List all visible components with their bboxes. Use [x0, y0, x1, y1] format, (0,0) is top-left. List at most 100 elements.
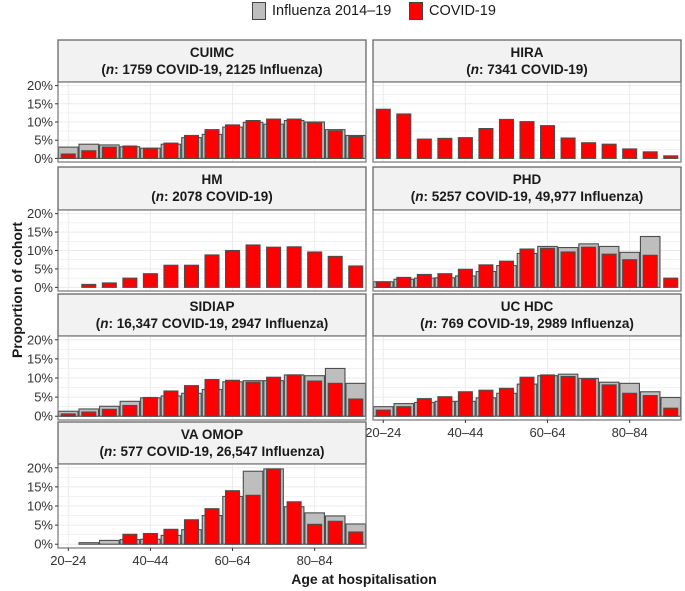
panel-strip: [57, 421, 367, 465]
bar-covid: [437, 137, 453, 159]
bar-covid: [163, 264, 179, 288]
panel-sidiap: SIDIAP (n: 16,347 COVID-19, 2947 Influenz…: [27, 293, 367, 424]
y-tick-label: 0%: [34, 409, 53, 424]
bar-covid: [245, 381, 261, 417]
panel-title: HM: [202, 172, 223, 187]
panel-subtitle: (n: 1759 COVID-19, 2125 Influenza): [101, 62, 322, 77]
bar-covid: [286, 246, 302, 288]
legend-swatch-influenza: [252, 2, 266, 20]
bar-covid: [183, 519, 199, 545]
bar-covid: [581, 378, 597, 417]
bar-covid: [560, 251, 576, 288]
y-tick-label: 20%: [27, 206, 53, 221]
bar-covid: [622, 259, 638, 288]
bar-covid: [601, 253, 617, 288]
bar-influenza: [78, 542, 100, 545]
panel-subtitle: (n: 769 COVID-19, 2989 Influenza): [420, 316, 634, 331]
bar-covid: [307, 251, 323, 288]
bar-covid: [245, 494, 261, 545]
bar-covid: [327, 382, 343, 417]
x-tick-label: 60–64: [214, 553, 250, 568]
panel-subtitle: (n: 2078 COVID-19): [151, 189, 273, 204]
bar-covid: [204, 508, 220, 545]
bar-covid: [101, 282, 117, 288]
bar-covid: [663, 155, 679, 159]
panel-hira: HIRA (n: 7341 COVID-19): [372, 39, 682, 163]
bar-covid: [225, 249, 241, 288]
bar-covid: [225, 124, 241, 159]
bar-covid: [540, 125, 556, 159]
bar-covid: [416, 138, 432, 159]
panel-subtitle: (n: 16,347 COVID-19, 2947 Influenza): [96, 316, 329, 331]
bar-covid: [327, 255, 343, 288]
bar-covid: [122, 145, 138, 159]
bar-covid: [601, 384, 617, 417]
bar-covid: [540, 247, 556, 288]
panel-hm: HM (n: 2078 COVID-19) 0% 5% 10% 15% 20%: [27, 166, 367, 295]
bar-covid: [663, 277, 679, 288]
legend-label-covid: COVID-19: [429, 3, 496, 19]
y-tick-label: 20%: [27, 460, 53, 475]
bar-covid: [560, 137, 576, 159]
panel-title: CUIMC: [190, 45, 234, 60]
bar-covid: [60, 153, 76, 159]
panels-layer: CUIMC (n: 1759 COVID-19, 2125 Influenza) 0…: [27, 39, 682, 568]
panel-title: VA OMOP: [181, 427, 243, 442]
bar-covid: [183, 264, 199, 288]
x-tick-label: 20–24: [50, 553, 86, 568]
bar-covid: [498, 260, 514, 288]
y-tick-label: 15%: [27, 479, 53, 494]
bar-covid: [122, 404, 138, 417]
legend-swatch-covid: [409, 2, 423, 20]
y-tick-label: 10%: [27, 243, 53, 258]
panel-title: SIDIAP: [189, 299, 234, 314]
bar-covid: [348, 265, 364, 288]
y-tick-label: 15%: [27, 225, 53, 240]
bar-covid: [163, 142, 179, 159]
bar-covid: [266, 376, 282, 417]
y-tick-label: 5%: [34, 518, 53, 533]
panel-title: HIRA: [511, 45, 544, 60]
bar-covid: [478, 389, 494, 417]
bar-covid: [163, 390, 179, 417]
bar-covid: [183, 134, 199, 159]
panel-border: [372, 335, 682, 421]
panel-strip: [372, 39, 682, 83]
bar-covid: [327, 520, 343, 545]
panel-cuimc: CUIMC (n: 1759 COVID-19, 2125 Influenza) 0…: [27, 39, 367, 166]
panel-va-omop: VA OMOP (n: 577 COVID-19, 26,547 Influenz…: [27, 421, 367, 568]
bar-covid: [663, 407, 679, 417]
x-axis-title: Age at hospitalisation: [291, 571, 436, 587]
legend-label-influenza: Influenza 2014–19: [272, 3, 392, 19]
bar-covid: [183, 385, 199, 417]
y-tick-label: 20%: [27, 332, 53, 347]
bar-covid: [457, 268, 473, 288]
bar-covid: [142, 396, 158, 417]
panel-uc-hdc: UC HDC (n: 769 COVID-19, 2989 Influenza) 2…: [365, 293, 682, 440]
bar-covid: [642, 395, 658, 417]
y-tick-label: 5%: [34, 390, 53, 405]
x-tick-label: 80–84: [612, 425, 648, 440]
bar-covid: [498, 387, 514, 417]
bar-covid: [348, 531, 364, 545]
y-tick-label: 0%: [34, 280, 53, 295]
y-tick-label: 0%: [34, 537, 53, 552]
bar-covid: [622, 148, 638, 159]
bar-covid: [348, 136, 364, 159]
panel-title: UC HDC: [501, 299, 554, 314]
bar-covid: [498, 118, 514, 159]
bar-covid: [307, 121, 323, 159]
x-tick-label: 20–24: [365, 425, 401, 440]
bar-covid: [245, 119, 261, 159]
x-tick-label: 80–84: [297, 553, 333, 568]
bar-covid: [327, 130, 343, 159]
y-axis-title: Proportion of cohort: [9, 222, 25, 358]
x-tick-label: 60–64: [529, 425, 565, 440]
bar-covid: [581, 142, 597, 159]
bar-covid: [266, 246, 282, 288]
y-tick-label: 5%: [34, 133, 53, 148]
bar-covid: [245, 244, 261, 288]
y-tick-label: 15%: [27, 96, 53, 111]
panel-subtitle: (n: 5257 COVID-19, 49,977 Influenza): [411, 189, 644, 204]
